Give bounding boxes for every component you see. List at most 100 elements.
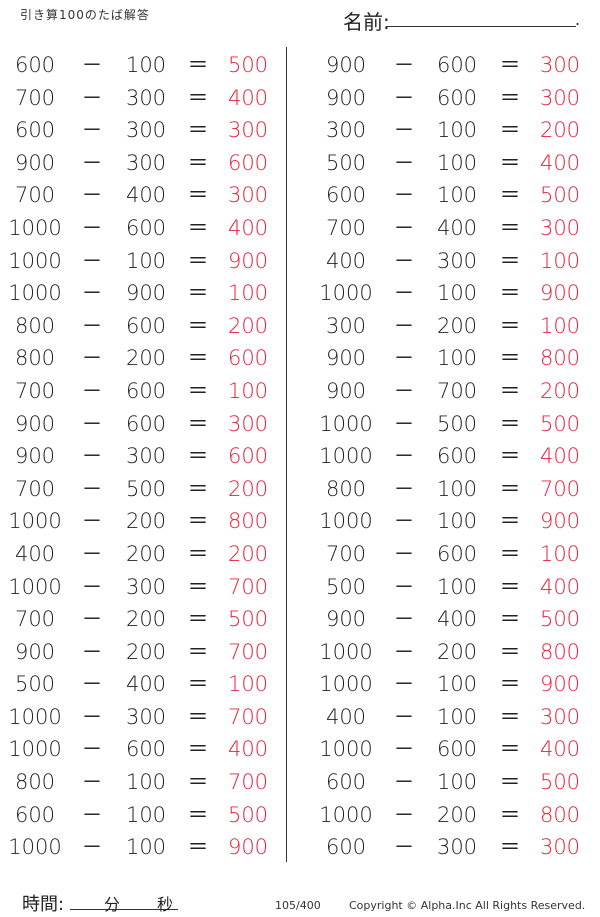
equals-sign: ＝ <box>499 150 521 175</box>
minus-sign: － <box>81 248 103 273</box>
minus-sign: － <box>393 346 415 371</box>
equals-sign: ＝ <box>187 215 209 240</box>
operand-a: 1000 <box>8 509 62 534</box>
answer: 700 <box>539 476 581 501</box>
equals-sign: ＝ <box>187 607 209 632</box>
operand-a: 700 <box>14 183 56 208</box>
operand-a: 1000 <box>319 802 373 827</box>
minus-sign: － <box>81 607 103 632</box>
operand-a: 500 <box>325 150 367 175</box>
operand-a: 400 <box>14 541 56 566</box>
equals-sign: ＝ <box>187 444 209 469</box>
operand-b: 600 <box>125 737 167 762</box>
operand-b: 600 <box>436 444 478 469</box>
minus-sign: － <box>81 476 103 501</box>
operand-a: 700 <box>14 85 56 110</box>
answer: 200 <box>227 313 269 338</box>
minus-sign: － <box>393 607 415 632</box>
column-divider <box>286 47 287 862</box>
answer: 400 <box>539 150 581 175</box>
operand-b: 600 <box>436 541 478 566</box>
operand-b: 600 <box>125 411 167 436</box>
equals-sign: ＝ <box>499 346 521 371</box>
minus-sign: － <box>393 281 415 306</box>
answer: 600 <box>227 444 269 469</box>
minus-sign: － <box>81 281 103 306</box>
equals-sign: ＝ <box>499 378 521 403</box>
operand-a: 700 <box>14 378 56 403</box>
operand-b: 600 <box>125 378 167 403</box>
answer: 300 <box>227 118 269 143</box>
operand-a: 800 <box>14 313 56 338</box>
operand-a: 900 <box>325 378 367 403</box>
minus-sign: － <box>393 835 415 860</box>
equals-sign: ＝ <box>187 509 209 534</box>
operand-a: 500 <box>325 574 367 599</box>
equals-sign: ＝ <box>187 346 209 371</box>
operand-b: 700 <box>436 378 478 403</box>
minus-sign: － <box>81 183 103 208</box>
operand-a: 1000 <box>319 444 373 469</box>
answer: 100 <box>227 378 269 403</box>
operand-a: 700 <box>325 215 367 240</box>
minus-sign: － <box>81 835 103 860</box>
minus-sign: － <box>393 574 415 599</box>
answer: 100 <box>227 672 269 697</box>
answer: 300 <box>227 183 269 208</box>
minus-sign: － <box>393 118 415 143</box>
operand-b: 900 <box>125 281 167 306</box>
answer: 800 <box>539 346 581 371</box>
operand-a: 700 <box>14 607 56 632</box>
answer: 900 <box>227 835 269 860</box>
operand-b: 100 <box>125 53 167 77</box>
answer: 400 <box>539 574 581 599</box>
answer: 500 <box>539 183 581 208</box>
operand-b: 300 <box>125 444 167 469</box>
equals-sign: ＝ <box>499 770 521 795</box>
operand-a: 1000 <box>319 737 373 762</box>
equals-sign: ＝ <box>187 118 209 143</box>
equals-sign: ＝ <box>499 541 521 566</box>
answer: 400 <box>539 444 581 469</box>
operand-a: 1000 <box>8 248 62 273</box>
operand-b: 100 <box>436 346 478 371</box>
name-field-line <box>386 26 576 27</box>
operand-a: 900 <box>14 639 56 664</box>
operand-a: 900 <box>14 150 56 175</box>
operand-b: 100 <box>125 770 167 795</box>
answer: 700 <box>227 704 269 729</box>
operand-b: 100 <box>436 476 478 501</box>
answer: 200 <box>539 118 581 143</box>
answer: 900 <box>539 281 581 306</box>
minus-sign: － <box>393 85 415 110</box>
operand-b: 100 <box>436 672 478 697</box>
answer: 300 <box>227 411 269 436</box>
operand-b: 300 <box>125 118 167 143</box>
equals-sign: ＝ <box>499 411 521 436</box>
name-end-mark: . <box>575 10 581 29</box>
answer: 300 <box>539 835 581 860</box>
operand-b: 100 <box>436 704 478 729</box>
minus-sign: － <box>393 802 415 827</box>
equals-sign: ＝ <box>187 672 209 697</box>
answer: 600 <box>227 346 269 371</box>
operand-b: 600 <box>436 53 478 77</box>
operand-a: 600 <box>14 53 56 77</box>
operand-a: 900 <box>325 85 367 110</box>
worksheet-title: 引き算100のたば解答 <box>20 8 150 22</box>
equals-sign: ＝ <box>499 183 521 208</box>
minus-sign: － <box>81 118 103 143</box>
operand-b: 200 <box>125 509 167 534</box>
operand-b: 100 <box>436 574 478 599</box>
minus-sign: － <box>393 313 415 338</box>
answer: 200 <box>227 541 269 566</box>
minus-sign: － <box>393 53 415 77</box>
operand-b: 100 <box>436 281 478 306</box>
minus-sign: － <box>393 378 415 403</box>
operand-a: 1000 <box>319 281 373 306</box>
minus-sign: － <box>81 509 103 534</box>
operand-b: 300 <box>125 704 167 729</box>
operand-b: 300 <box>436 248 478 273</box>
name-label: 名前: <box>343 10 390 34</box>
answer: 400 <box>227 85 269 110</box>
